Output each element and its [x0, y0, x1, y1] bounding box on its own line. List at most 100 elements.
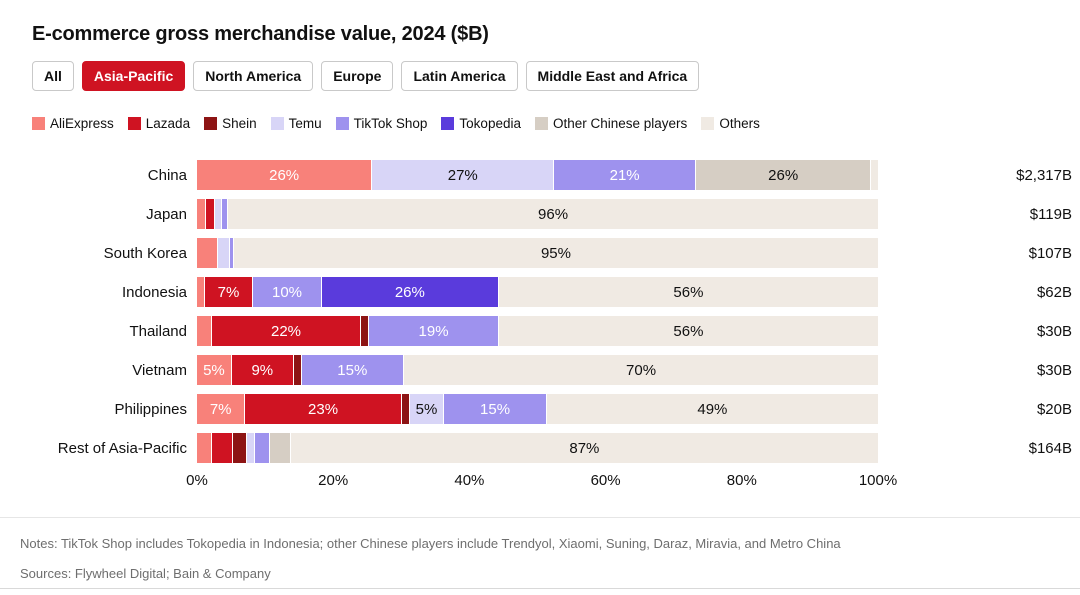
tab-europe[interactable]: Europe	[321, 61, 394, 91]
bar-segment-temu	[215, 199, 222, 229]
chart-row-rest-of-asia-pacific: Rest of Asia-Pacific 87% $164B	[32, 433, 1072, 463]
chart-rows: China 26% 27% 21% 26% $2,317B Japan 96% $119B Sou…	[32, 160, 1072, 463]
bar-segment-lazada	[211, 433, 233, 463]
chart-content: E-commerce gross merchandise value, 2024…	[32, 23, 1072, 491]
legend-label: AliExpress	[50, 116, 114, 131]
bar-segment-others: 96%	[228, 199, 879, 229]
tab-all[interactable]: All	[32, 61, 74, 91]
tab-asia-pacific[interactable]: Asia-Pacific	[81, 61, 186, 91]
bar-segment-others: 56%	[498, 316, 878, 346]
bar-segment-tiktok-shop	[229, 238, 234, 268]
bar-segment-aliexpress	[197, 433, 212, 463]
bar-segment-tiktok-shop: 21%	[554, 160, 697, 190]
row-label: Thailand	[129, 322, 187, 340]
x-tick-40: 40%	[454, 472, 485, 489]
legend-swatch-shein	[204, 117, 218, 130]
bar-segment-tiktok-shop: 15%	[301, 355, 405, 385]
legend-label: Shein	[222, 116, 257, 131]
row-label: South Korea	[103, 244, 187, 262]
chart-row-japan: Japan 96% $119B	[32, 199, 1072, 229]
legend-label: Others	[719, 116, 760, 131]
bar-segment-lazada: 23%	[245, 394, 402, 424]
legend-swatch-tiktok-shop	[335, 117, 349, 130]
bar-segment-shein	[232, 433, 248, 463]
row-value: $20B	[1036, 400, 1072, 418]
row-label: Philippines	[114, 400, 187, 418]
bar-segment-tiktok-shop	[255, 433, 270, 463]
bar-segment-others: 49%	[546, 394, 878, 424]
legend-swatch-lazada	[127, 117, 141, 130]
row-value: $62B	[1036, 283, 1072, 301]
bar-segment-aliexpress	[197, 238, 219, 268]
bar-track: 7% 23% 5% 15% 49%	[197, 394, 878, 424]
x-tick-20: 20%	[318, 472, 349, 489]
chart-row-thailand: Thailand 22% 19% 56% $30B	[32, 316, 1072, 346]
chart-row-philippines: Philippines 7% 23% 5% 15% 49% $20B	[32, 394, 1072, 424]
bar-segment-tokopedia: 26%	[321, 277, 499, 307]
x-tick-60: 60%	[590, 472, 621, 489]
bar-track: 5% 9% 15% 70%	[197, 355, 878, 385]
bar-segment-tiktok-shop	[221, 199, 229, 229]
row-value: $30B	[1036, 361, 1072, 379]
stacked-bar-chart: China 26% 27% 21% 26% $2,317B Japan 96% $119B Sou…	[32, 160, 1072, 491]
notes-text: Notes: TikTok Shop includes Tokopedia in…	[20, 536, 841, 551]
chart-row-indonesia: Indonesia 7% 10% 26% 56% $62B	[32, 277, 1072, 307]
legend-item-others: Others	[701, 116, 760, 131]
tab-middle-east-and-africa[interactable]: Middle East and Africa	[525, 61, 700, 91]
bar-segment-temu: 5%	[409, 394, 445, 424]
legend-swatch-others	[701, 117, 715, 130]
tab-latin-america[interactable]: Latin America	[401, 61, 518, 91]
legend-item-tokopedia: Tokopedia	[441, 116, 521, 131]
legend-item-aliexpress: AliExpress	[32, 116, 114, 131]
row-label: China	[147, 166, 187, 184]
bar-segment-shein	[401, 394, 410, 424]
row-value: $30B	[1036, 322, 1072, 340]
bar-segment-tiktok-shop: 19%	[369, 316, 499, 346]
region-filter-tabs: All Asia-Pacific North America Europe Latin …	[32, 61, 1072, 91]
bar-segment-other-chinese-players: 26%	[696, 160, 872, 190]
chart-legend: AliExpress Lazada Shein Temu TikTok Shop Toko…	[32, 116, 1072, 131]
row-value: $164B	[1028, 439, 1072, 457]
row-value: $107B	[1028, 244, 1072, 262]
chart-row-south-korea: South Korea 95% $107B	[32, 238, 1072, 268]
x-axis: 0% 20% 40% 60% 80% 100%	[186, 472, 897, 491]
bar-segment-aliexpress	[197, 199, 207, 229]
bar-segment-tiktok-shop: 10%	[253, 277, 322, 307]
row-value: $2,317B	[1016, 166, 1072, 184]
bar-track: 22% 19% 56%	[197, 316, 878, 346]
row-value: $119B	[1029, 205, 1072, 223]
bar-segment-others: 70%	[404, 355, 878, 385]
bar-segment-lazada: 9%	[231, 355, 294, 385]
bar-segment-aliexpress: 7%	[197, 394, 246, 424]
row-label: Vietnam	[132, 361, 187, 379]
bar-segment-shein	[293, 355, 302, 385]
bar-segment-others: 95%	[233, 238, 878, 268]
row-label: Rest of Asia-Pacific	[57, 439, 187, 457]
bar-track: 7% 10% 26% 56%	[197, 277, 878, 307]
bar-segment-lazada: 22%	[211, 316, 362, 346]
bar-track: 26% 27% 21% 26%	[197, 160, 879, 190]
legend-label: TikTok Shop	[353, 116, 428, 131]
chart-row-vietnam: Vietnam 5% 9% 15% 70% $30B	[32, 355, 1072, 385]
bar-segment-temu	[218, 238, 230, 268]
bar-segment-aliexpress: 5%	[197, 355, 232, 385]
chart-row-china: China 26% 27% 21% 26% $2,317B	[32, 160, 1072, 190]
legend-item-other-chinese-players: Other Chinese players	[534, 116, 687, 131]
tab-north-america[interactable]: North America	[193, 61, 314, 91]
bar-segment-shein	[361, 316, 370, 346]
bar-segment-temu	[247, 433, 255, 463]
bar-segment-aliexpress: 26%	[197, 160, 373, 190]
chart-footer: Notes: TikTok Shop includes Tokopedia in…	[0, 517, 1080, 595]
legend-swatch-temu	[270, 117, 284, 130]
x-tick-80: 80%	[726, 472, 757, 489]
bar-track: 95%	[197, 238, 878, 268]
legend-item-lazada: Lazada	[127, 116, 190, 131]
bar-segment-others: 56%	[498, 277, 878, 307]
bar-segment-lazada	[206, 199, 216, 229]
bar-segment-lazada: 7%	[204, 277, 254, 307]
row-label: Japan	[146, 205, 187, 223]
legend-swatch-other-chinese-players	[534, 117, 548, 130]
bar-segment-aliexpress	[197, 316, 212, 346]
bar-segment-temu: 27%	[372, 160, 555, 190]
